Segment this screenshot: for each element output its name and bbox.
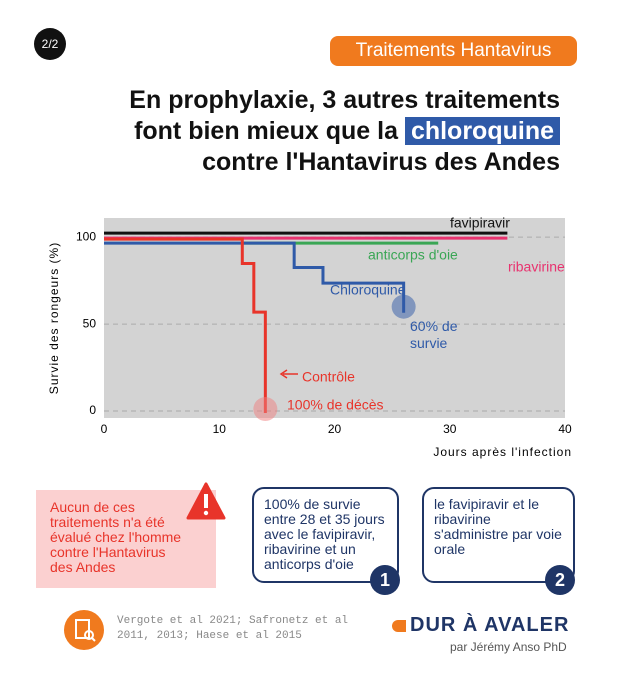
x-tick-label: 0 [101,422,108,436]
x-tick-label: 30 [443,422,457,436]
brand-mark [392,620,406,632]
tag: Traitements Hantavirus [330,36,577,66]
y-axis-label: Survie des rongeurs (%) [47,242,61,394]
chart: Survie des rongeurs (%) Jours après l'in… [47,215,572,459]
info-text: le favipiravir et le ribavirine s'admini… [434,496,562,557]
x-tick-label: 10 [213,422,227,436]
series-line [104,241,406,313]
title-highlight: chloroquine [404,117,560,145]
reference-icon [64,610,104,650]
title-line: En prophylaxie, 3 autres traitements [129,86,560,114]
series-line [104,237,267,414]
warning-icon [186,482,226,520]
series-label: Chloroquine [330,282,406,298]
annotation-arrow [279,369,298,379]
x-axis-label: Jours après l'infection [433,445,572,459]
info-box: 100% de survie entre 28 et 35 jours avec… [252,487,399,583]
series-label: anticorps d'oie [368,247,458,263]
plot-area [104,218,565,418]
y-tick-label: 0 [89,403,96,417]
end-marker [391,294,416,319]
brand: DUR À AVALER [410,614,570,636]
badge: 2/2 [34,28,66,60]
annotation: 100% de décès [287,397,384,413]
end-marker [253,397,278,422]
info-text: 100% de survie entre 28 et 35 jours avec… [264,496,385,572]
title-text: font bien mieux que la [134,117,398,145]
x-tick-label: 20 [328,422,342,436]
title-line: contre l'Hantavirus des Andes [202,148,560,176]
info-box: le favipiravir et le ribavirine s'admini… [422,487,575,583]
author: par Jérémy Anso PhD [450,640,567,654]
series-label: Contrôle [302,369,355,385]
warning-text: Aucun de ces traitements n'a été évalué … [50,499,182,575]
y-tick-label: 50 [83,316,97,330]
title-line: font bien mieux que la chloroquine [134,117,560,146]
warning-box [36,490,216,588]
box-number: 1 [370,565,400,595]
annotation: 60% de survie [410,318,458,351]
series-label: ribavirine [508,259,565,275]
y-tick-label: 100 [76,229,96,243]
series-label: favipiravir [450,215,510,231]
reference: Vergote et al 2021; Safronetz et al 2011… [117,615,349,642]
box-number: 2 [545,565,575,595]
x-tick-label: 40 [558,422,572,436]
